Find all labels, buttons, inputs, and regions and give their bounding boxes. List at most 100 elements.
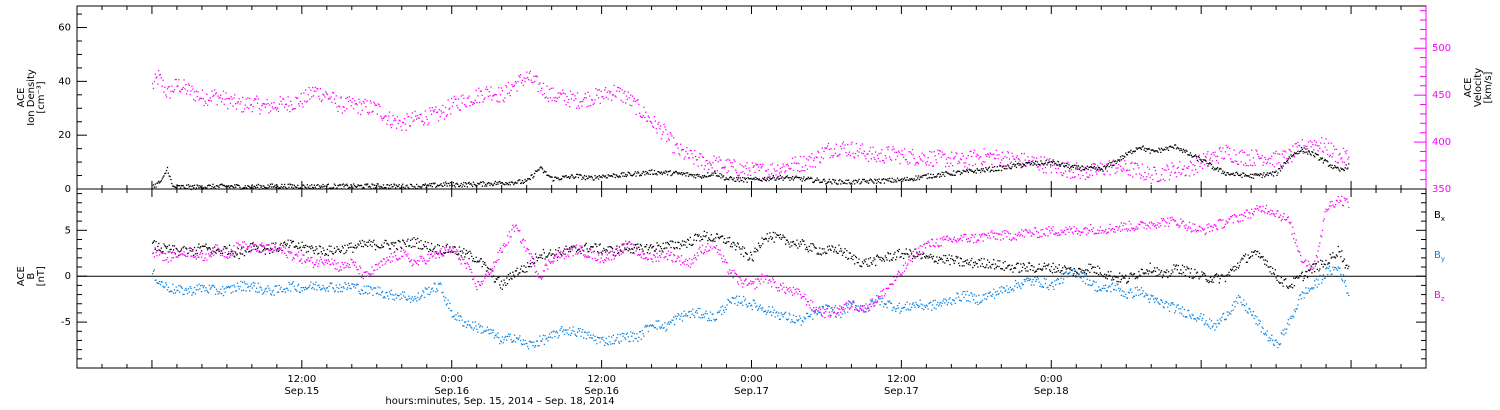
- data-point: [182, 247, 184, 249]
- data-point: [160, 77, 162, 79]
- data-point: [1205, 156, 1207, 158]
- data-point: [494, 93, 496, 96]
- data-point: [1100, 273, 1102, 276]
- data-point: [501, 336, 503, 338]
- data-point: [349, 287, 351, 289]
- data-point: [454, 98, 456, 100]
- data-point: [1156, 267, 1158, 269]
- data-point: [1310, 146, 1312, 148]
- data-point: [1144, 147, 1146, 149]
- data-point: [448, 251, 450, 253]
- data-point: [258, 291, 260, 293]
- data-point: [813, 246, 816, 248]
- data-point: [1209, 280, 1211, 283]
- data-point: [253, 285, 255, 287]
- data-point: [1204, 274, 1206, 276]
- data-point: [1292, 287, 1294, 289]
- data-point: [715, 237, 717, 239]
- data-point: [345, 184, 347, 186]
- data-point: [550, 87, 552, 89]
- data-point: [876, 154, 879, 156]
- data-point: [855, 143, 858, 145]
- data-point: [154, 73, 156, 75]
- data-point: [665, 242, 667, 244]
- data-point: [1099, 162, 1101, 164]
- data-point: [645, 111, 647, 113]
- data-point: [953, 174, 955, 176]
- data-point: [967, 263, 969, 265]
- data-point: [1009, 162, 1011, 165]
- data-point: [1201, 271, 1203, 273]
- data-point: [513, 182, 516, 184]
- data-point: [575, 176, 577, 178]
- data-point: [1063, 162, 1066, 164]
- data-point: [350, 184, 352, 186]
- data-point: [454, 186, 456, 188]
- data-point: [537, 169, 539, 171]
- data-point: [609, 341, 611, 343]
- data-point: [597, 252, 600, 254]
- data-point: [678, 153, 680, 155]
- data-point: [1020, 167, 1022, 169]
- data-point: [399, 187, 401, 189]
- data-point: [435, 106, 437, 108]
- data-point: [1192, 277, 1194, 280]
- data-point: [757, 250, 759, 252]
- data-point: [985, 167, 987, 169]
- data-point: [1094, 266, 1096, 268]
- data-point: [393, 183, 395, 185]
- data-point: [919, 176, 921, 179]
- data-point: [720, 236, 722, 238]
- data-point: [277, 291, 279, 293]
- data-point: [568, 176, 570, 178]
- data-point: [200, 250, 203, 252]
- data-point: [1013, 267, 1015, 270]
- data-point: [452, 251, 454, 253]
- data-point: [597, 176, 599, 178]
- data-point: [221, 184, 224, 186]
- data-point: [164, 86, 166, 88]
- data-point: [916, 252, 918, 254]
- data-point: [499, 284, 501, 286]
- data-point: [257, 282, 259, 284]
- data-point: [428, 122, 430, 124]
- data-point: [715, 175, 718, 177]
- data-point: [298, 103, 300, 105]
- data-point: [178, 79, 180, 81]
- data-point: [242, 96, 244, 99]
- data-point: [388, 115, 390, 117]
- data-point: [185, 247, 187, 249]
- data-point: [1049, 269, 1051, 271]
- data-point: [258, 250, 260, 252]
- data-point: [1142, 176, 1144, 178]
- data-point: [731, 246, 733, 248]
- data-point: [826, 246, 829, 248]
- data-point: [1199, 158, 1201, 160]
- data-point: [643, 171, 645, 173]
- data-point: [291, 108, 294, 111]
- data-point: [1334, 166, 1337, 168]
- b-axis-label-line: [nT]: [36, 266, 47, 286]
- data-point: [1043, 163, 1046, 165]
- data-point: [705, 160, 707, 162]
- data-point: [177, 185, 179, 187]
- data-point: [519, 335, 521, 337]
- data-point: [322, 93, 324, 95]
- data-point: [627, 171, 629, 173]
- data-point: [957, 170, 959, 172]
- data-point: [390, 183, 392, 186]
- data-point: [593, 340, 595, 342]
- data-point: [917, 162, 920, 165]
- data-point: [387, 243, 389, 245]
- data-point: [592, 334, 594, 336]
- data-point: [1346, 264, 1348, 266]
- data-point: [172, 185, 174, 187]
- data-point: [308, 286, 310, 288]
- data-point: [389, 187, 392, 190]
- data-point: [711, 172, 713, 174]
- data-point: [300, 93, 302, 95]
- data-point: [371, 245, 373, 248]
- data-point: [312, 286, 314, 289]
- data-point: [156, 182, 158, 184]
- data-point: [918, 156, 921, 158]
